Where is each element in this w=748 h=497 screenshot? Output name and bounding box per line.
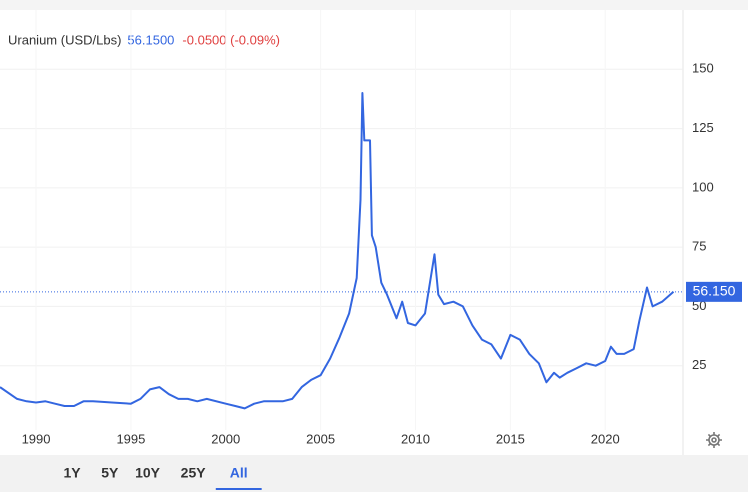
x-tick-label: 1995	[116, 431, 145, 446]
range-button[interactable]: 10Y	[135, 465, 161, 481]
range-label: 1Y	[63, 465, 81, 481]
x-tick-label: 2015	[496, 431, 525, 446]
change: -0.0500 (-0.09%)	[182, 32, 280, 47]
y-tick-label: 150	[692, 61, 714, 76]
range-button[interactable]: 5Y	[101, 465, 119, 481]
x-tick-label: 2005	[306, 431, 335, 446]
settings-icon[interactable]	[706, 432, 722, 448]
top-strip	[0, 0, 748, 10]
range-label: 25Y	[181, 465, 207, 481]
range-button[interactable]: 25Y	[181, 465, 207, 481]
x-tick-label: 2010	[401, 431, 430, 446]
price-line	[0, 92, 675, 410]
range-button[interactable]: 1Y	[63, 465, 81, 481]
range-bar	[0, 455, 748, 492]
last-price-label: 56.150	[693, 283, 736, 299]
x-tick-label: 1990	[22, 431, 51, 446]
range-label: 5Y	[101, 465, 119, 481]
price: 56.1500	[127, 32, 174, 47]
range-button[interactable]: All	[215, 465, 262, 490]
last-price-tag	[686, 281, 742, 302]
range-label: 10Y	[135, 465, 161, 481]
chart-title: Uranium (USD/Lbs)	[8, 32, 121, 47]
y-tick-label: 125	[692, 120, 714, 135]
range-label: All	[230, 465, 248, 481]
x-tick-label: 2020	[591, 431, 620, 446]
x-tick-label: 2000	[211, 431, 240, 446]
y-tick-label: 100	[692, 179, 714, 194]
y-tick-label: 75	[692, 239, 706, 254]
y-tick-label: 25	[692, 357, 706, 372]
